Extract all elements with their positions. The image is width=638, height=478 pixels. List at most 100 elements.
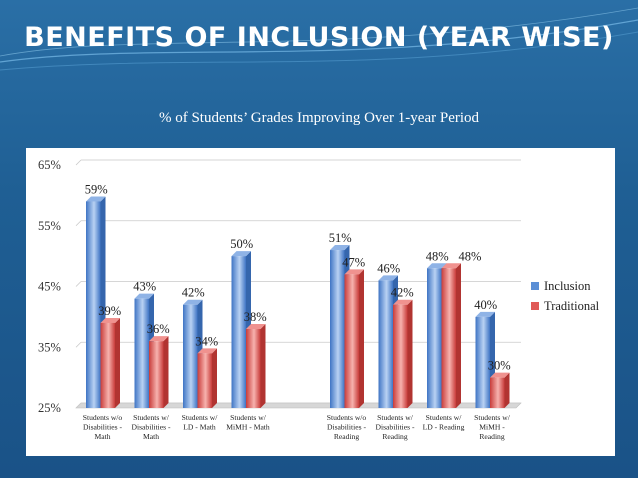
traditional-data-label: 30%	[488, 359, 511, 373]
traditional-bar-side	[260, 324, 266, 408]
traditional-bar-front	[344, 274, 359, 408]
legend-traditional-swatch	[531, 302, 539, 310]
inclusion-bar-front	[86, 201, 101, 408]
x-category-label-line: MiMH -	[479, 423, 505, 432]
x-category-label: Students w/LD - Reading	[423, 413, 465, 432]
x-category-label-line: Reading	[382, 432, 408, 441]
y-tick-label: 35%	[38, 340, 61, 354]
slide-title: BENEFITS OF INCLUSION (YEAR WISE)	[24, 22, 614, 53]
x-category-label: Students w/LD - Math	[182, 413, 219, 432]
x-category-label-line: Students w/o	[327, 413, 367, 422]
inclusion-data-label: 46%	[377, 261, 400, 275]
traditional-bar-front	[100, 322, 115, 408]
traditional-bar-side	[163, 336, 169, 408]
traditional-bar	[100, 317, 120, 408]
y-tick-label: 25%	[38, 401, 61, 415]
x-category-label-line: Disabilities -	[327, 423, 366, 432]
bar-chart: 25%35%45%55%65%59%39%Students w/o Disabil…	[38, 158, 600, 441]
traditional-bar-side	[407, 299, 413, 408]
traditional-bar-side	[212, 348, 217, 408]
gridline-depth	[75, 281, 82, 287]
x-category-label: Students w/Disabilities -Math	[131, 413, 170, 441]
traditional-data-label: 48%	[459, 249, 482, 263]
inclusion-data-label: 50%	[230, 237, 253, 251]
legend-traditional-label: Traditional	[544, 299, 600, 313]
y-tick-label: 65%	[38, 158, 61, 172]
traditional-bar-front	[149, 341, 164, 408]
x-category-label: Students w/MiMH -Reading	[474, 413, 511, 441]
traditional-bar-front	[246, 329, 261, 408]
chart-panel: 25% 35% 45% 55% 65% 59% 39% Students w/o Disabil…	[26, 148, 615, 456]
traditional-data-label: 47%	[342, 255, 365, 269]
traditional-bar-top	[490, 372, 510, 378]
x-category-label-line: Students w/	[426, 413, 463, 422]
traditional-bar-front	[197, 353, 212, 408]
traditional-bar	[344, 269, 364, 408]
traditional-bar-top	[441, 263, 461, 269]
legend-inclusion-swatch	[531, 282, 539, 290]
x-category-label-line: Students w/	[230, 413, 267, 422]
x-category-label-line: Students w/o	[83, 413, 123, 422]
traditional-data-label: 42%	[391, 286, 414, 300]
x-category-label: Students w/Disabilities -Reading	[375, 413, 414, 441]
traditional-bar-top	[393, 299, 413, 305]
inclusion-bar-front	[378, 280, 393, 408]
x-category-label-line: Disabilities -	[83, 423, 122, 432]
x-category-label-line: Students w/	[133, 413, 170, 422]
inclusion-bar-top	[378, 275, 398, 281]
x-category-label: Students w/o Disabilities -Reading	[327, 413, 367, 441]
gridline-depth	[75, 402, 82, 409]
x-category-label: Students w/o Disabilities -Math	[83, 413, 123, 441]
traditional-bar-side	[456, 263, 461, 408]
inclusion-data-label: 40%	[474, 298, 497, 312]
inclusion-bar-front	[427, 268, 442, 408]
inclusion-bar-front	[134, 298, 149, 408]
legend-inclusion-label: Inclusion	[544, 279, 591, 293]
inclusion-bar-top	[86, 196, 106, 202]
x-category-label-line: Reading	[334, 432, 360, 441]
x-category-label-line: Disabilities -	[131, 423, 170, 432]
inclusion-data-label: 42%	[182, 286, 205, 300]
inclusion-bar-front	[231, 256, 246, 408]
traditional-bar-front	[393, 304, 408, 408]
x-category-label-line: Students w/	[182, 413, 219, 422]
slide-subtitle: % of Students’ Grades Improving Over 1-y…	[158, 110, 480, 126]
traditional-bar	[441, 263, 461, 408]
traditional-bar-front	[490, 377, 505, 408]
inclusion-bar-front	[330, 250, 345, 408]
x-category-label-line: LD - Reading	[423, 423, 465, 432]
y-tick-label: 45%	[38, 280, 61, 294]
inclusion-data-label: 51%	[329, 231, 352, 245]
gridline-depth	[75, 220, 82, 227]
traditional-bar	[490, 372, 510, 408]
traditional-bar-top	[149, 336, 169, 342]
x-category-label-line: MiMH - Math	[226, 423, 270, 432]
traditional-data-label: 34%	[195, 334, 218, 348]
traditional-data-label: 39%	[98, 304, 121, 318]
gridline-depth	[75, 341, 82, 348]
traditional-bar-top	[197, 348, 217, 354]
inclusion-data-label: 48%	[426, 249, 449, 263]
traditional-data-label: 38%	[244, 310, 267, 324]
traditional-bar-side	[359, 269, 364, 408]
inclusion-data-label: 59%	[85, 182, 108, 196]
traditional-bar-top	[344, 269, 364, 275]
traditional-bar-side	[504, 372, 510, 408]
traditional-bar-top	[246, 324, 266, 330]
x-category-label-line: Math	[143, 432, 159, 441]
gridline-depth	[75, 159, 82, 166]
x-category-label-line: Math	[94, 432, 110, 441]
header-swoosh-decoration	[0, 7, 638, 71]
x-category-label-line: Students w/	[377, 413, 414, 422]
traditional-bar	[149, 336, 169, 408]
inclusion-bar-top	[231, 251, 251, 257]
x-category-label: Students w/MiMH - Math	[226, 413, 270, 432]
inclusion-bar-top	[475, 311, 495, 317]
inclusion-bar-top	[183, 299, 203, 305]
traditional-bar	[246, 324, 266, 408]
inclusion-bar-top	[330, 245, 350, 251]
traditional-bar-front	[441, 268, 456, 408]
inclusion-bar-front	[475, 316, 490, 408]
traditional-bar	[197, 348, 217, 408]
x-category-label-line: Disabilities -	[375, 423, 414, 432]
